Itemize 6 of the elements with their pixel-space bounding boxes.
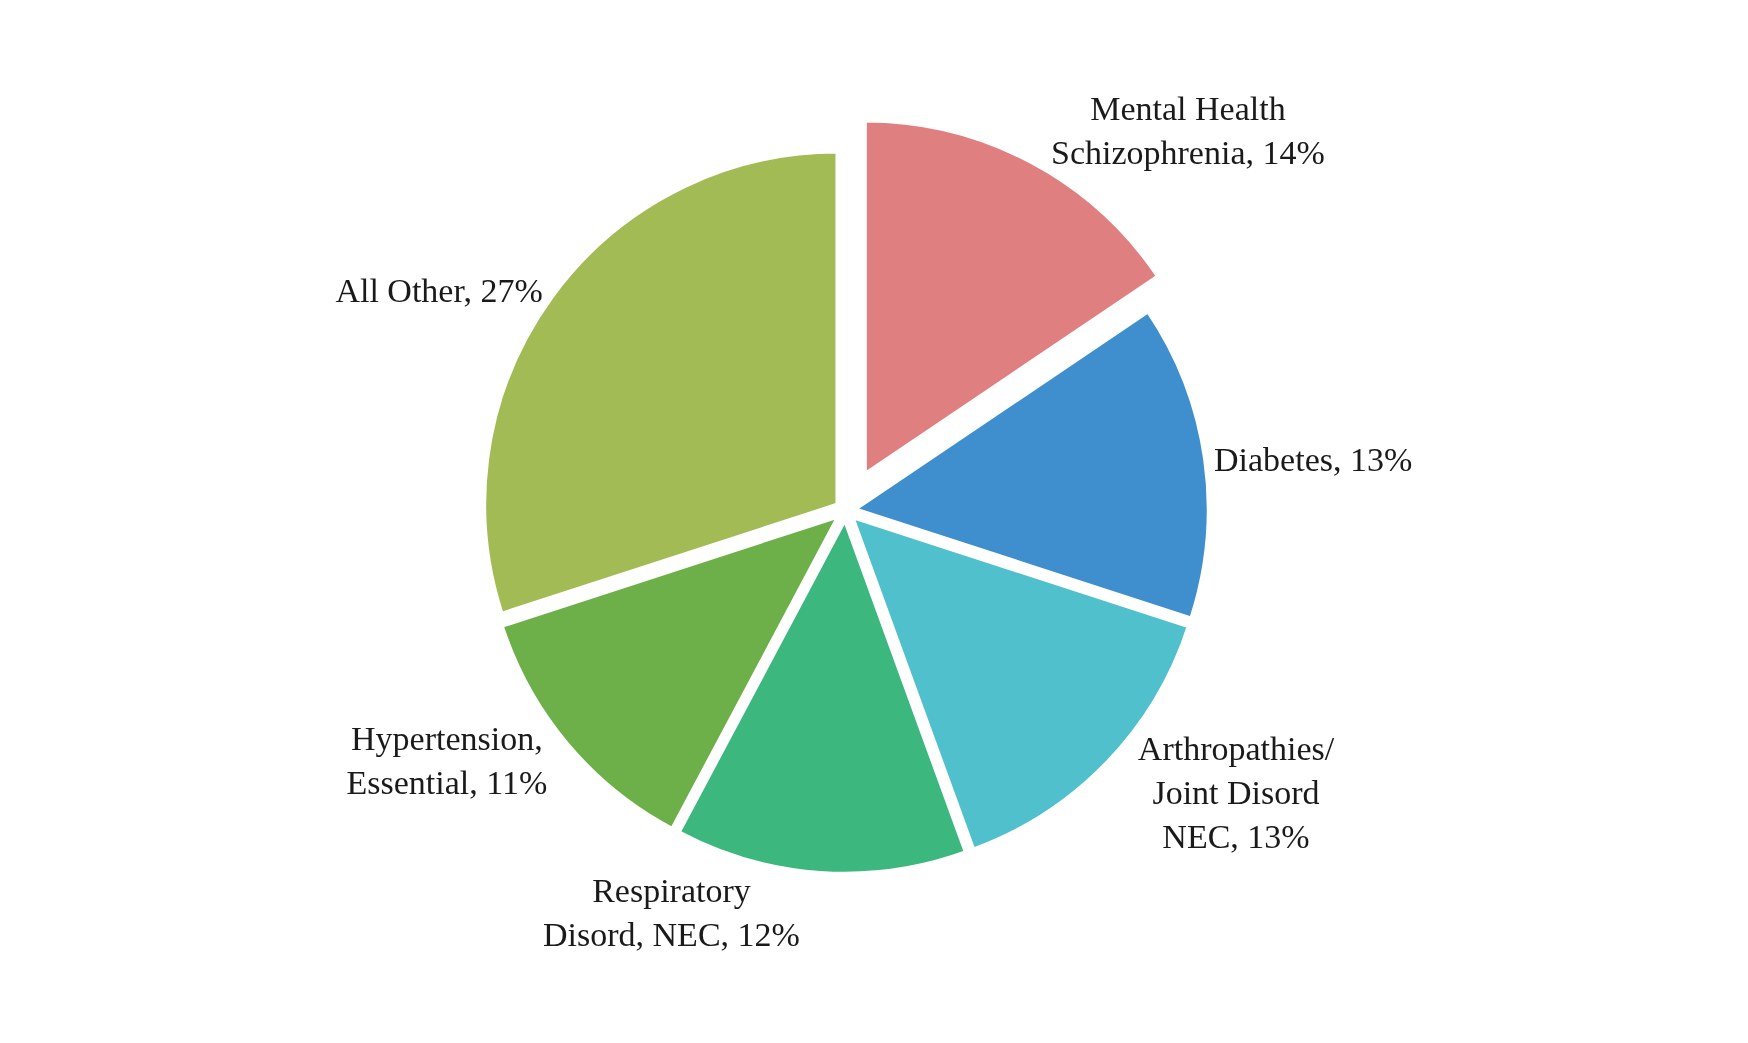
slice-label: Arthropathies/ Joint Disord NEC, 13% <box>1137 730 1335 856</box>
slice-label: Respiratory Disord, NEC, 12% <box>543 872 800 954</box>
slice-label: Mental Health Schizophrenia, 14% <box>1051 89 1325 172</box>
slice-label: Diabetes, 13% <box>1214 441 1413 479</box>
slice-label: Hypertension, Essential, 11% <box>346 719 548 802</box>
slice-label: All Other, 27% <box>335 272 543 310</box>
